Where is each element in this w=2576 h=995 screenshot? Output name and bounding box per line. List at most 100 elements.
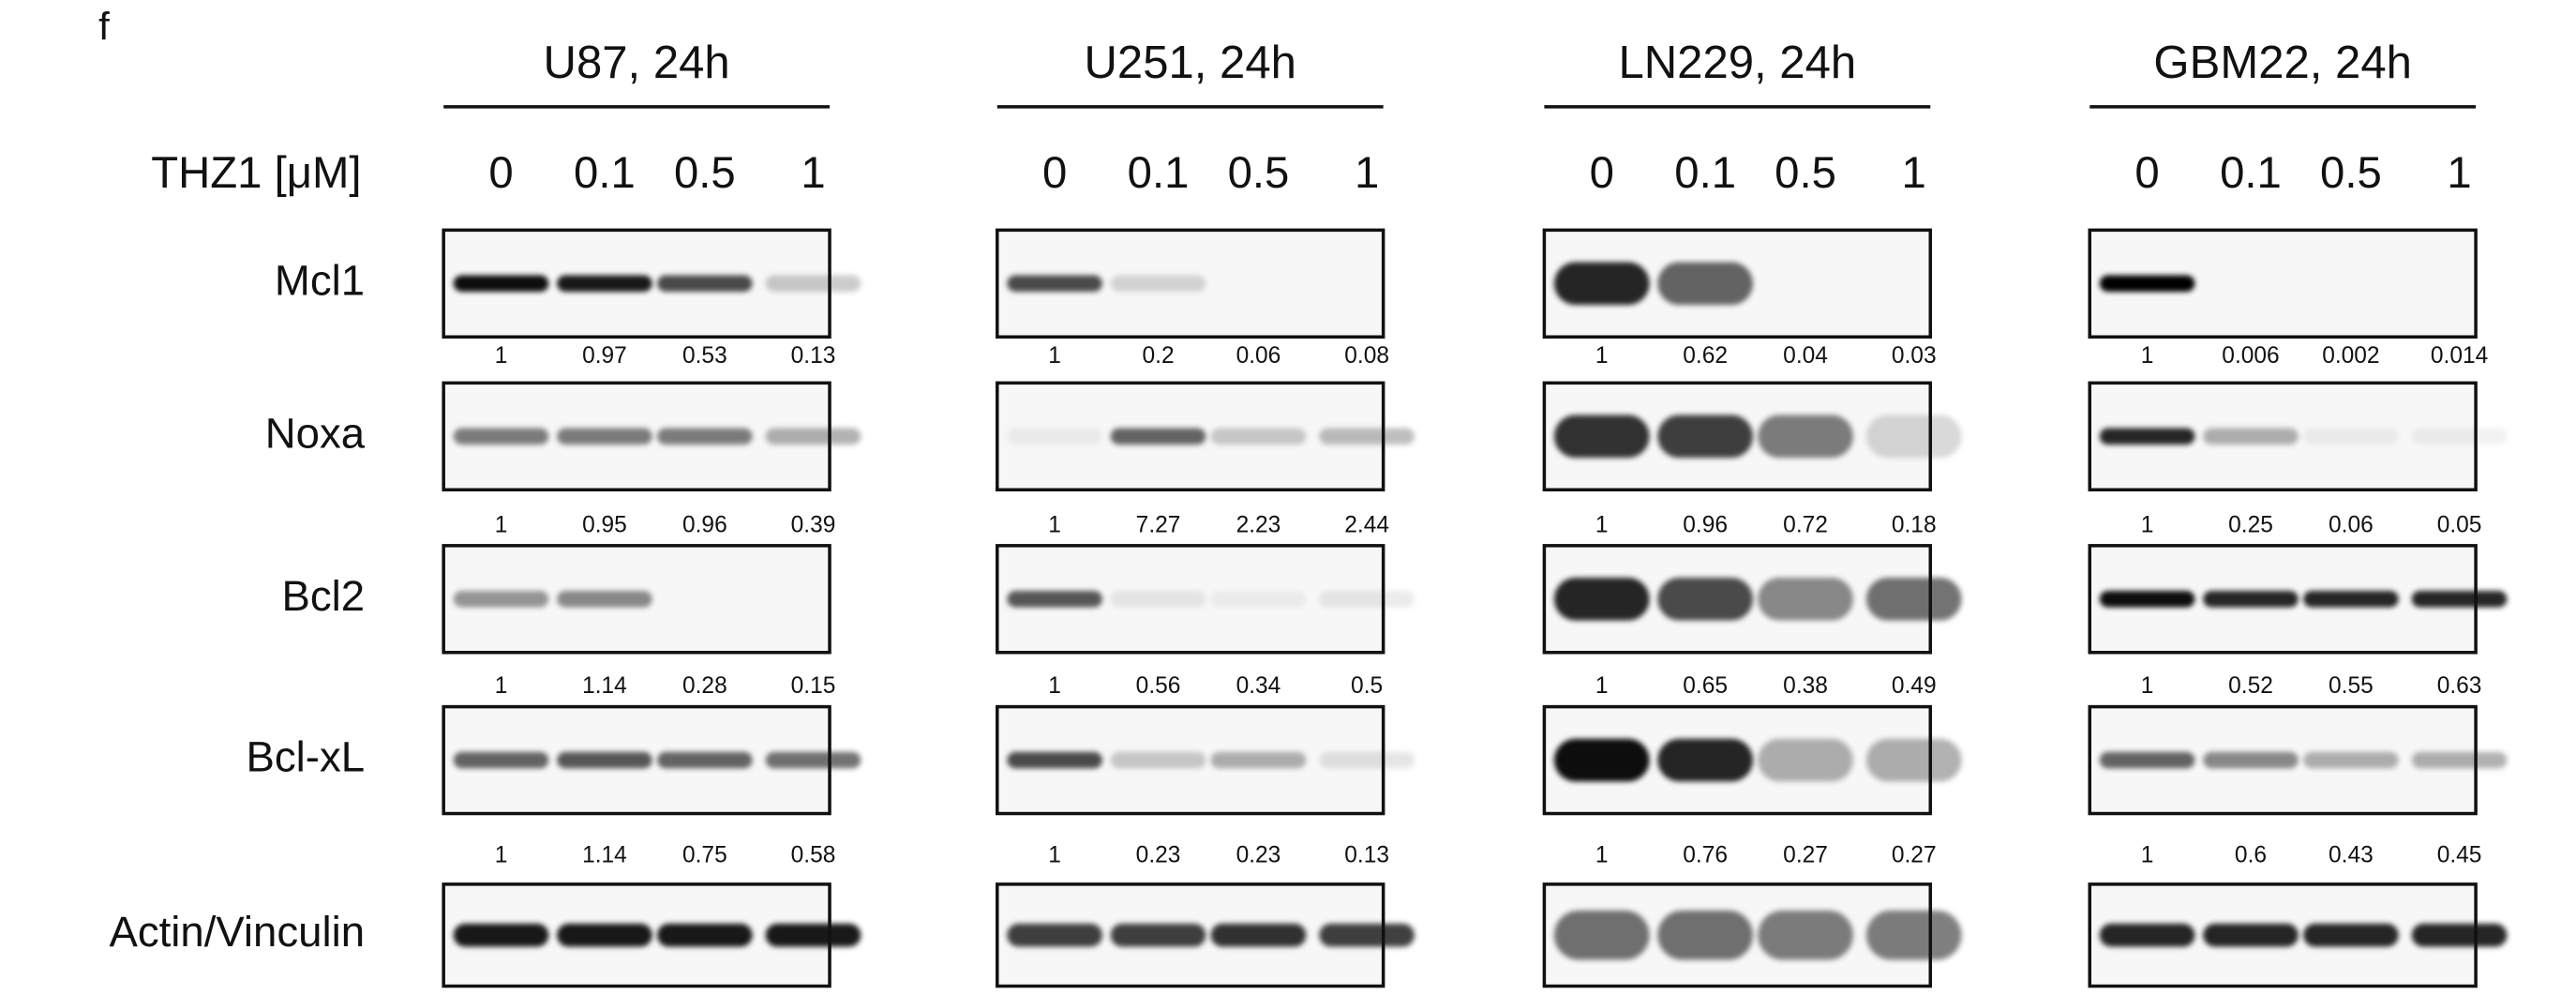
blot <box>442 544 831 655</box>
dose-label: 1 <box>2447 148 2471 198</box>
quantification: 0.63 <box>2437 673 2482 699</box>
band <box>557 923 652 947</box>
quantification: 1 <box>495 512 508 537</box>
band <box>2099 428 2195 445</box>
blot <box>1542 381 1962 492</box>
blot <box>1542 882 1962 988</box>
blot <box>2088 228 2478 339</box>
band <box>1210 591 1307 608</box>
band <box>1553 578 1650 621</box>
band <box>453 751 549 769</box>
band <box>2099 923 2195 947</box>
blot <box>996 882 1415 988</box>
band <box>2303 923 2399 947</box>
blot-frame <box>1542 544 1932 655</box>
quantification: 1 <box>1595 512 1609 537</box>
quantification: 0.002 <box>2322 343 2379 369</box>
quantification: 0.34 <box>1236 673 1281 699</box>
band <box>765 428 861 445</box>
quantification: 0.04 <box>1783 343 1828 369</box>
quantification: 1 <box>1595 343 1609 369</box>
band <box>1758 910 1853 960</box>
blot-frame <box>996 882 1385 988</box>
blot <box>442 882 861 988</box>
band <box>2411 751 2508 769</box>
quantification: 0.27 <box>1783 843 1828 868</box>
panel-label: f <box>98 5 110 49</box>
band <box>657 751 753 769</box>
dose-label: 0.1 <box>1674 148 1736 198</box>
band <box>1553 910 1650 960</box>
band <box>2099 275 2195 293</box>
panel-title: GBM22, 24h <box>2153 38 2411 88</box>
band <box>1110 751 1206 769</box>
band <box>1007 428 1102 445</box>
band <box>2203 591 2299 608</box>
blot-frame <box>2088 544 2478 655</box>
band <box>1657 578 1753 621</box>
blot <box>2088 882 2508 988</box>
dose-label: 0 <box>1590 148 1614 198</box>
quantification: 1 <box>1595 843 1609 868</box>
quantification: 0.05 <box>2437 512 2482 537</box>
dose-label: 0 <box>1042 148 1067 198</box>
band <box>1553 415 1650 459</box>
blot-frame <box>996 381 1385 492</box>
band <box>453 428 549 445</box>
blot-frame <box>2088 704 2478 816</box>
band <box>657 923 753 947</box>
quantification: 1 <box>1048 343 1061 369</box>
band <box>765 275 861 293</box>
quantification: 0.6 <box>2235 843 2267 868</box>
band <box>557 591 652 608</box>
dose-label: 1 <box>1355 148 1379 198</box>
band <box>1865 738 1962 782</box>
dose-label: 0.5 <box>674 148 736 198</box>
band <box>1110 275 1206 293</box>
blot <box>996 381 1415 492</box>
band <box>2099 591 2195 608</box>
quantification: 0.55 <box>2329 673 2374 699</box>
band <box>1319 591 1415 608</box>
quantification: 0.52 <box>2228 673 2273 699</box>
band <box>557 751 652 769</box>
blot-frame <box>996 544 1385 655</box>
quantification: 0.75 <box>682 843 727 868</box>
quantification: 1 <box>2141 343 2154 369</box>
dose-label: 0.1 <box>1128 148 1190 198</box>
quantification: 0.2 <box>1143 343 1175 369</box>
dose-label: 1 <box>1902 148 1926 198</box>
band <box>453 591 549 608</box>
blot-frame <box>2088 882 2478 988</box>
protein-label: Bcl2 <box>281 572 365 620</box>
band <box>1110 428 1206 445</box>
band <box>2303 751 2399 769</box>
band <box>1865 910 1962 960</box>
quantification: 0.96 <box>1683 512 1728 537</box>
quantification: 0.23 <box>1236 843 1281 868</box>
blot <box>1542 228 1932 339</box>
blot-frame <box>442 882 831 988</box>
band <box>1319 428 1415 445</box>
band <box>453 275 549 293</box>
blot-frame <box>442 544 831 655</box>
band <box>1210 923 1307 947</box>
blot <box>442 228 861 339</box>
quantification: 0.15 <box>791 673 836 699</box>
band <box>1553 262 1650 306</box>
quantification: 0.43 <box>2329 843 2374 868</box>
blot-frame <box>1542 882 1932 988</box>
quantification: 0.28 <box>682 673 727 699</box>
blot-frame <box>996 704 1385 816</box>
band <box>453 923 549 947</box>
blot-frame <box>2088 228 2478 339</box>
quantification: 0.45 <box>2437 843 2482 868</box>
quantification: 0.76 <box>1683 843 1728 868</box>
quantification: 0.53 <box>682 343 727 369</box>
band <box>1007 923 1102 947</box>
blot-frame <box>442 704 831 816</box>
quantification: 1 <box>2141 673 2154 699</box>
quantification: 2.23 <box>1236 512 1281 537</box>
